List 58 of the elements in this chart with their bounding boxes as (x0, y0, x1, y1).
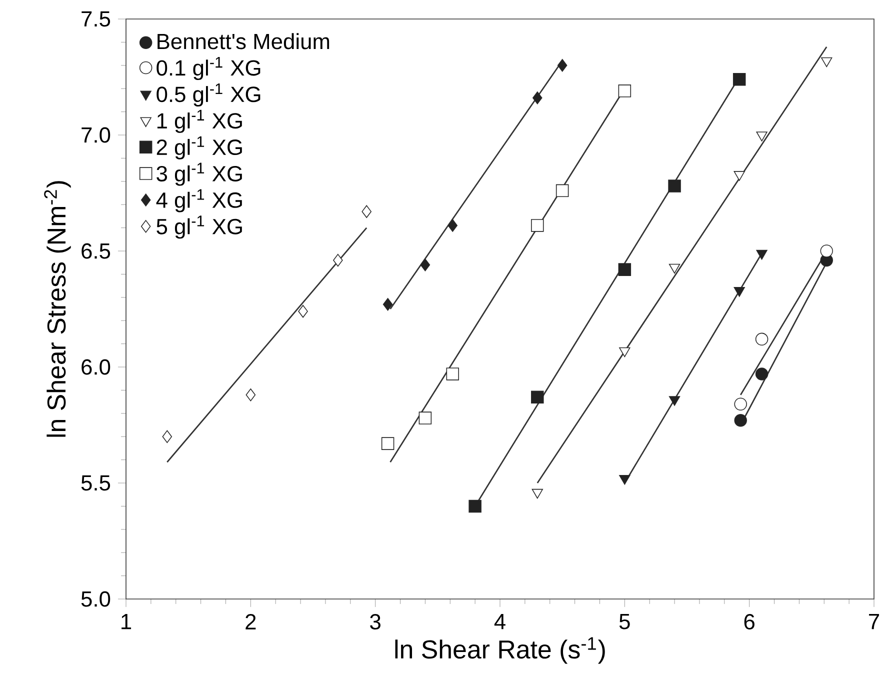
point (446, 368, 459, 380)
point (531, 390, 544, 404)
legend-label: 4 gl$^{-1}$ XG (156, 189, 242, 212)
y-tick-label: 7.0 (82, 127, 110, 143)
point (298, 304, 308, 318)
point (333, 254, 343, 267)
legend-label: 0.5 gl$^{-1}$ XG (156, 83, 260, 106)
point (557, 59, 568, 72)
x-tick-label: 5 (619, 614, 630, 630)
legend-label: 0.1 gl$^{-1}$ XG (156, 57, 260, 80)
y-tick-label: 5.5 (81, 475, 110, 491)
x-axis-title: ln Shear Rate (s$^{-1}$) (395, 637, 605, 664)
point (755, 332, 768, 346)
point (821, 57, 832, 68)
x-tick-label: 4 (494, 614, 506, 630)
point (756, 250, 768, 260)
point (734, 171, 745, 181)
point (468, 500, 482, 513)
point (668, 180, 681, 192)
point (618, 84, 632, 98)
point (619, 474, 630, 485)
x-tick-label: 3 (370, 614, 380, 630)
x-tick-label: 2 (246, 614, 256, 630)
point (668, 264, 680, 274)
point (246, 388, 256, 402)
x-tick-label: 6 (744, 614, 754, 630)
y-tick-label: 5.0 (81, 591, 110, 607)
point (381, 437, 394, 450)
legend-label: 1 gl$^{-1}$ XG (157, 110, 242, 133)
point (531, 219, 544, 232)
point (619, 347, 630, 358)
point (755, 368, 768, 380)
point (820, 244, 833, 258)
point (734, 414, 747, 427)
point (756, 132, 768, 142)
x-tick-label: 7 (869, 614, 879, 630)
legend-label: 5 gl$^{-1}$ XG (156, 216, 242, 239)
point (162, 430, 172, 443)
point (734, 287, 745, 297)
point (418, 412, 432, 424)
legend-label: 2 gl$^{-1}$ XG (156, 136, 242, 160)
legend-label: 3 gl$^{-1}$ XG (156, 162, 242, 186)
point (420, 258, 430, 272)
point (668, 396, 680, 406)
y-tick-label: 6.0 (82, 359, 110, 375)
point (382, 298, 393, 311)
y-axis-title: ln Shear Stress (Nm$^{-2}$) (44, 181, 71, 437)
point (532, 488, 543, 499)
legend-label: Bennett's Medium (158, 33, 330, 50)
point (362, 205, 372, 218)
point (618, 263, 632, 276)
point (556, 184, 569, 198)
point (448, 219, 458, 232)
y-tick-label: 6.5 (82, 243, 110, 259)
y-tick-label: 7.5 (82, 11, 110, 27)
point (532, 92, 542, 104)
x-tick-label: 1 (122, 614, 132, 630)
point (732, 72, 746, 86)
